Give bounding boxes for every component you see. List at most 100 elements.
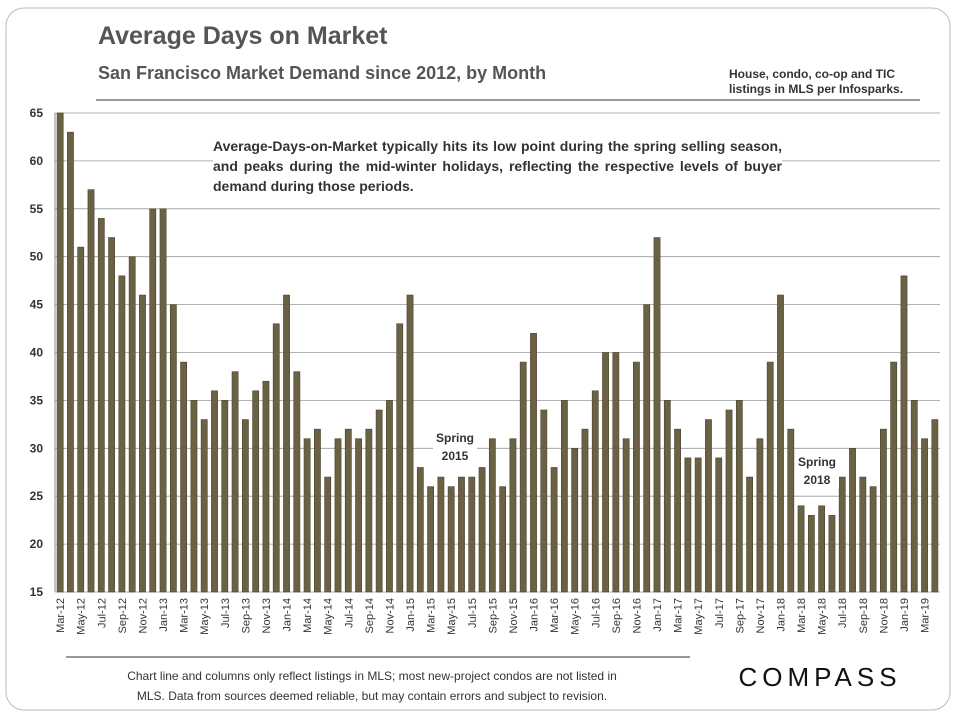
x-tick-label: Mar-15 bbox=[426, 598, 438, 633]
bar bbox=[530, 333, 537, 593]
source-note: House, condo, co-op and TIC bbox=[729, 67, 895, 81]
bar bbox=[591, 390, 599, 593]
bar bbox=[159, 208, 167, 593]
bar bbox=[519, 361, 527, 593]
bar bbox=[746, 476, 754, 593]
bar bbox=[396, 323, 404, 593]
bar bbox=[447, 486, 455, 593]
bar bbox=[797, 505, 805, 593]
x-tick-label: Sep-17 bbox=[734, 598, 746, 633]
subtitle: San Francisco Market Demand since 2012, … bbox=[98, 63, 546, 83]
bar bbox=[777, 294, 784, 593]
bar bbox=[427, 486, 434, 593]
y-tick-label: 20 bbox=[30, 537, 44, 551]
x-tick-label: Jul-18 bbox=[837, 598, 849, 628]
x-tick-label: Nov-15 bbox=[508, 598, 520, 633]
bar bbox=[180, 361, 188, 593]
x-tick-label: Mar-19 bbox=[920, 598, 932, 633]
bar bbox=[87, 189, 95, 593]
bar bbox=[128, 256, 136, 593]
bar bbox=[324, 476, 332, 593]
x-tick-label: May-15 bbox=[446, 598, 458, 635]
bar bbox=[602, 352, 609, 593]
bar bbox=[303, 438, 311, 593]
bar bbox=[386, 400, 393, 593]
bar bbox=[622, 438, 630, 593]
bar bbox=[200, 419, 208, 593]
bar bbox=[859, 476, 867, 593]
bar bbox=[561, 400, 568, 593]
label-bg bbox=[433, 429, 477, 446]
x-tick-label: May-18 bbox=[817, 598, 829, 635]
x-tick-label: Jul-17 bbox=[714, 598, 726, 628]
x-tick-label: Mar-16 bbox=[549, 598, 561, 633]
bar bbox=[921, 438, 928, 593]
y-tick-label: 30 bbox=[30, 441, 44, 455]
bar bbox=[838, 476, 846, 593]
bar bbox=[509, 438, 517, 593]
bar bbox=[97, 218, 105, 593]
x-tick-label: Mar-12 bbox=[55, 598, 67, 633]
bar bbox=[478, 467, 486, 593]
bar bbox=[241, 419, 249, 593]
annotation: Average-Days-on-Market typically hits it… bbox=[213, 136, 782, 196]
bar bbox=[725, 409, 733, 593]
bar bbox=[262, 380, 270, 593]
bar bbox=[344, 428, 352, 593]
footnote: MLS. Data from sources deemed reliable, … bbox=[137, 689, 607, 703]
bar bbox=[406, 294, 414, 593]
bar bbox=[334, 438, 342, 593]
frame bbox=[5, 7, 951, 711]
bar bbox=[931, 419, 939, 593]
bar bbox=[540, 409, 548, 593]
bar bbox=[890, 361, 898, 593]
bar bbox=[705, 419, 712, 593]
bar bbox=[612, 352, 620, 593]
x-tick-label: Nov-12 bbox=[137, 598, 149, 633]
x-tick-label: May-14 bbox=[323, 598, 335, 635]
bar bbox=[375, 409, 383, 593]
y-tick-label: 45 bbox=[30, 298, 44, 312]
x-tick-label: Jan-18 bbox=[775, 598, 787, 632]
x-tick-label: Sep-15 bbox=[487, 598, 499, 633]
bar bbox=[581, 428, 589, 593]
annotation: 2018 bbox=[804, 473, 831, 487]
x-tick-label: Mar-13 bbox=[179, 598, 191, 633]
x-tick-label: Nov-18 bbox=[878, 598, 890, 633]
y-tick-label: 50 bbox=[30, 250, 44, 264]
bar bbox=[108, 237, 115, 593]
x-tick-label: Nov-13 bbox=[261, 598, 273, 633]
x-tick-label: Jan-13 bbox=[158, 598, 170, 632]
bar bbox=[139, 294, 146, 593]
y-tick-label: 25 bbox=[30, 489, 44, 503]
bar bbox=[169, 304, 177, 593]
bar bbox=[499, 486, 507, 593]
x-tick-label: Sep-16 bbox=[611, 598, 623, 633]
y-tick-label: 60 bbox=[30, 154, 44, 168]
bar bbox=[735, 400, 743, 593]
bar bbox=[437, 476, 445, 593]
x-tick-label: May-13 bbox=[199, 598, 211, 635]
x-tick-label: Jan-14 bbox=[282, 598, 294, 632]
x-tick-label: Jan-17 bbox=[652, 598, 664, 632]
bar bbox=[653, 237, 661, 593]
bar bbox=[468, 476, 476, 593]
footnote: Chart line and columns only reflect list… bbox=[127, 669, 617, 683]
bar bbox=[252, 390, 260, 593]
bar bbox=[488, 438, 496, 593]
bar bbox=[694, 457, 702, 593]
bar bbox=[118, 275, 126, 593]
y-tick-label: 35 bbox=[30, 393, 44, 407]
x-tick-label: Sep-18 bbox=[858, 598, 870, 633]
x-tick-label: Nov-17 bbox=[755, 598, 767, 633]
x-tick-label: Jul-16 bbox=[590, 598, 602, 628]
bar bbox=[828, 515, 836, 593]
x-tick-label: Jul-13 bbox=[220, 598, 232, 628]
x-tick-label: Jul-15 bbox=[467, 598, 479, 628]
bar bbox=[643, 304, 651, 593]
x-tick-label: Sep-13 bbox=[240, 598, 252, 633]
annotation: Spring bbox=[798, 455, 836, 469]
y-tick-label: 55 bbox=[30, 202, 44, 216]
bar bbox=[766, 361, 774, 593]
